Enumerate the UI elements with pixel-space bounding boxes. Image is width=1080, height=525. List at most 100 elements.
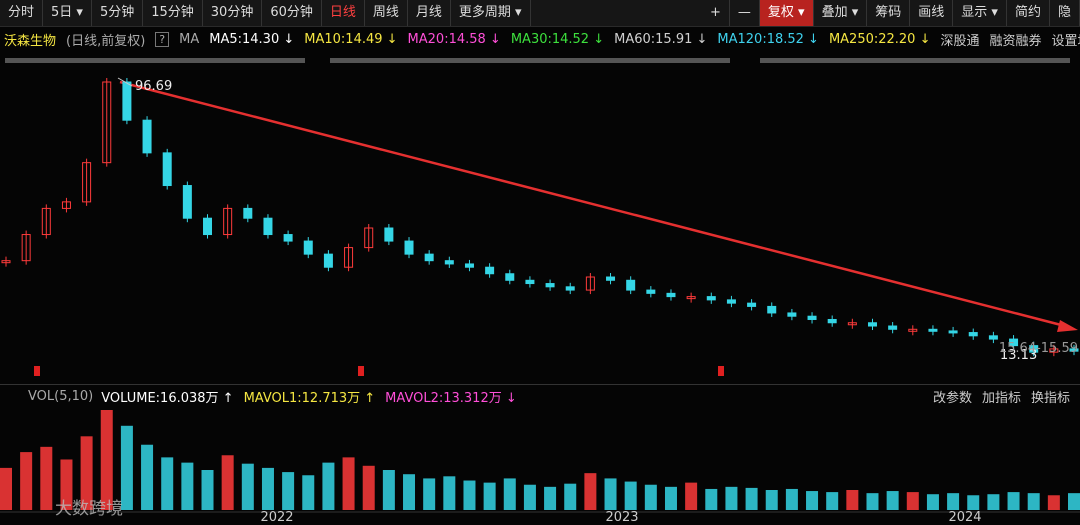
candle [847,322,857,326]
toolbar-button[interactable]: 60分钟 [262,0,322,26]
volume-bar [342,457,355,510]
toolbar-button[interactable]: 隐 [1050,0,1080,26]
volume-bar [886,491,899,510]
toolbar-button[interactable]: 更多周期 ▾ [451,0,531,26]
volume-bar [644,484,657,510]
candle [807,315,817,320]
volume-bar [302,475,315,510]
range-note: 15.64-15.59 [999,341,1078,356]
candle [888,325,898,330]
volume-bar [584,473,597,510]
toolbar-button[interactable]: + [702,0,730,26]
vol-label: VOLUME:16.038万 ↑ [101,390,234,406]
ma-title: MA [179,31,200,47]
vol-action[interactable]: 改参数 [932,390,972,406]
volume-bar [544,486,557,510]
link[interactable]: 设置均线 ▾ [1051,33,1080,49]
toolbar-button[interactable]: 显示 ▾ [953,0,1007,26]
volume-bar [1027,493,1040,510]
toolbar-button[interactable]: 复权 ▾ [759,0,814,26]
high-label: 96.69 [135,79,172,94]
volume-bar [362,465,375,510]
candle [827,318,837,324]
toolbar-button[interactable]: 周线 [365,0,408,26]
candle [41,207,51,236]
candle [424,253,434,262]
ma-label: MA250:22.20 ↓ [828,31,931,47]
volume-bar [664,486,677,510]
candle [223,207,233,236]
candle [263,217,273,236]
volume-bar [443,476,456,510]
volume-bar [785,488,798,510]
volume-bar [523,484,536,510]
links: 深股通融资融券设置均线 ▾ [940,30,1080,49]
volume-bar [161,457,174,510]
link[interactable]: 深股通 [940,33,980,49]
candle [948,330,958,334]
vol-action[interactable]: 加指标 [981,390,1021,406]
candle [747,302,757,307]
vol-actions: 改参数 加指标 换指标 [933,387,1080,406]
toolbar-button[interactable]: — [730,0,760,26]
volume-bar [120,425,133,510]
event-markers [34,366,724,376]
link[interactable]: 融资融券 [989,33,1042,49]
toolbar-button[interactable]: 30分钟 [203,0,263,26]
vol-title: VOL(5,10) [28,388,94,404]
ma-label: MA30:14.52 ↓ [510,31,605,47]
toolbar-button[interactable]: 分时 [0,0,44,26]
candle [585,276,595,291]
candle [908,328,918,332]
toolbar-button[interactable]: 5分钟 [92,0,144,26]
volume-bar [806,491,819,510]
volume-bar [926,494,939,510]
info-bar: 沃森生物 (日线,前复权) ? MA MA5:14.30 ↓ MA10:14.49… [0,27,1080,51]
candle [122,81,132,121]
candle [726,299,736,304]
candle [1009,338,1019,347]
volume-bar [282,472,295,510]
vol-action[interactable]: 换指标 [1030,390,1070,406]
volume-bar [967,495,980,510]
ma-label: MA5:14.30 ↓ [209,31,295,47]
candle [203,217,213,236]
toolbar-button[interactable]: 15分钟 [143,0,203,26]
volume-bar [1007,492,1020,510]
toolbar-button[interactable]: 日线 [322,0,365,26]
stock-name: 沃森生物 [4,33,57,49]
low-label: 13.13 [1000,348,1037,363]
toolbar-button[interactable]: 筹码 [867,0,911,26]
candle [243,207,253,219]
trend-arrow-head [1057,320,1078,332]
volume-bar [80,436,93,510]
toolbar-button[interactable]: 月线 [408,0,451,26]
volume-bar [765,490,778,510]
volume-bar [100,410,113,510]
toolbar-button[interactable]: 简约 [1007,0,1050,26]
volume-bar [826,492,839,510]
candle [545,283,555,288]
candle [525,279,535,285]
candle [666,292,676,298]
candle [102,81,112,164]
candle [565,286,575,291]
toolbar-button[interactable]: 画线 [910,0,954,26]
toolbar-button[interactable]: 叠加 ▾ [814,0,868,26]
mode: (日线,前复权) [66,33,146,49]
candle [344,247,354,268]
vol-items: VOLUME:16.038万 ↑ MAVOL1:12.713万 ↑ MAVOL2:1… [101,387,527,406]
volume-bar [322,462,335,510]
toolbar-button[interactable]: 5日 ▾ [43,0,92,26]
ma-label: MA60:15.91 ↓ [614,31,708,47]
volume-bar [382,470,395,510]
ma-items: MA5:14.30 ↓ MA10:14.49 ↓ MA20:14.58 ↓ MA30:… [209,32,940,47]
help[interactable]: ? [155,31,170,47]
ma-label: MA10:14.49 ↓ [304,31,398,47]
candle [686,296,696,300]
volume-bar [564,483,577,510]
candle [968,332,978,337]
volume-bar [745,487,758,510]
volume-bar [483,482,496,510]
